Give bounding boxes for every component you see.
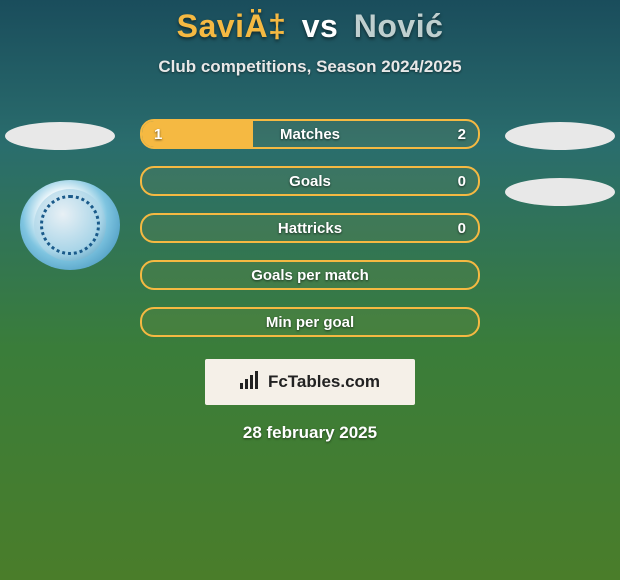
vs-label: vs: [302, 8, 339, 44]
stat-row-matches: 1 Matches 2: [140, 119, 480, 149]
brand-chart-icon: [240, 371, 262, 394]
stat-left-value: 1: [154, 126, 162, 143]
stats-container: 1 Matches 2 Goals 0 Hattricks 0 Goals pe…: [140, 119, 480, 337]
club1-logo-icon: [20, 180, 120, 270]
date-label: 28 february 2025: [0, 423, 620, 443]
player1-placeholder-icon: [5, 122, 115, 150]
brand-badge[interactable]: FcTables.com: [205, 359, 415, 405]
club2-placeholder-icon: [505, 178, 615, 206]
stat-label: Min per goal: [266, 314, 354, 331]
stat-right-value: 0: [458, 173, 466, 190]
stat-label: Goals: [289, 173, 331, 190]
team1-name: SaviÄ‡: [177, 8, 287, 44]
stat-label: Matches: [280, 126, 340, 143]
stat-row-hattricks: Hattricks 0: [140, 213, 480, 243]
subtitle: Club competitions, Season 2024/2025: [0, 57, 620, 77]
stat-row-goals: Goals 0: [140, 166, 480, 196]
header: SaviÄ‡ vs Nović Club competitions, Seaso…: [0, 0, 620, 77]
stat-right-value: 2: [458, 126, 466, 143]
stat-label: Hattricks: [278, 220, 342, 237]
player2-placeholder-icon: [505, 122, 615, 150]
team2-name: Nović: [354, 8, 444, 44]
brand-text: FcTables.com: [268, 372, 380, 392]
stat-label: Goals per match: [251, 267, 369, 284]
page-title: SaviÄ‡ vs Nović: [0, 8, 620, 45]
stat-row-min-per-goal: Min per goal: [140, 307, 480, 337]
stat-row-goals-per-match: Goals per match: [140, 260, 480, 290]
stat-right-value: 0: [458, 220, 466, 237]
